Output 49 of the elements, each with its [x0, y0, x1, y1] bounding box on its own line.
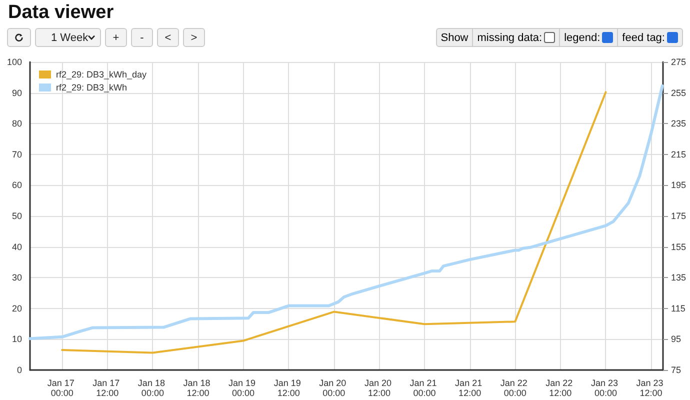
- text: Show: [436, 29, 474, 46]
- y2-tick-label: 135: [671, 272, 686, 283]
- legend-label: rf2_29: DB3_kWh: [56, 82, 128, 92]
- x-tick-label: Jan 23 12:00: [636, 378, 666, 398]
- x-tick-label: Jan 21 00:00: [410, 378, 440, 398]
- y-tick-label: 80: [12, 118, 22, 129]
- y-tick-label: 10: [12, 334, 22, 344]
- y2-tick-label: 155: [671, 242, 686, 252]
- legend-label: rf2_29: DB3_kWh_day: [56, 70, 148, 80]
- line-series: [61, 91, 607, 354]
- y-tick-label: 60: [12, 180, 22, 190]
- y2-tick-label: 255: [671, 88, 686, 98]
- y-tick-label: 30: [12, 272, 22, 283]
- y2-tick-label: 75: [671, 365, 682, 375]
- x-tick-label: Jan 19 00:00: [228, 378, 258, 398]
- y2-tick-label: 235: [671, 118, 686, 129]
- x-tick-label: Jan 23 00:00: [590, 378, 621, 398]
- x-tick-label: Jan 21 12:00: [455, 378, 485, 398]
- x-tick-label: Jan 18 12:00: [183, 378, 213, 398]
- y2-tick-label: 195: [671, 180, 686, 190]
- y-tick-label: 20: [12, 303, 22, 314]
- nav-button: <: [157, 28, 179, 47]
- x-tick-label: Jan 20 12:00: [364, 378, 394, 398]
- x-tick-label: Jan 22 12:00: [546, 378, 576, 398]
- y-tick-label: 100: [6, 57, 22, 67]
- y-tick-label: 90: [12, 88, 22, 98]
- range-select: 1 Week: [35, 28, 101, 47]
- y2-tick-label: 275: [671, 57, 686, 67]
- text: feed tag:: [621, 30, 666, 46]
- text: missing data:: [473, 29, 560, 46]
- y2-tick-label: 115: [671, 303, 686, 314]
- x-tick-label: Jan 17 12:00: [92, 378, 122, 398]
- nav-button: +: [105, 28, 127, 47]
- y-tick-label: 50: [12, 211, 22, 221]
- y-tick-label: 0: [16, 365, 22, 375]
- y2-tick-label: 215: [671, 149, 686, 160]
- y2-tick-label: 95: [671, 334, 682, 344]
- x-tick-label: Jan 19 12:00: [274, 378, 304, 398]
- y2-tick-label: 175: [671, 211, 686, 221]
- nav-button: >: [183, 28, 205, 47]
- x-tick-label: Jan 18 00:00: [138, 378, 168, 398]
- x-tick-label: Jan 22 00:00: [500, 378, 530, 398]
- chart-title: Data viewer: [8, 2, 114, 24]
- nav-button: -: [131, 28, 153, 47]
- x-tick-label: Jan 17 00:00: [47, 378, 77, 398]
- text: legend:: [560, 29, 618, 46]
- x-tick-label: Jan 20 00:00: [319, 378, 349, 398]
- y-tick-label: 70: [12, 149, 22, 160]
- y-tick-label: 40: [12, 242, 22, 252]
